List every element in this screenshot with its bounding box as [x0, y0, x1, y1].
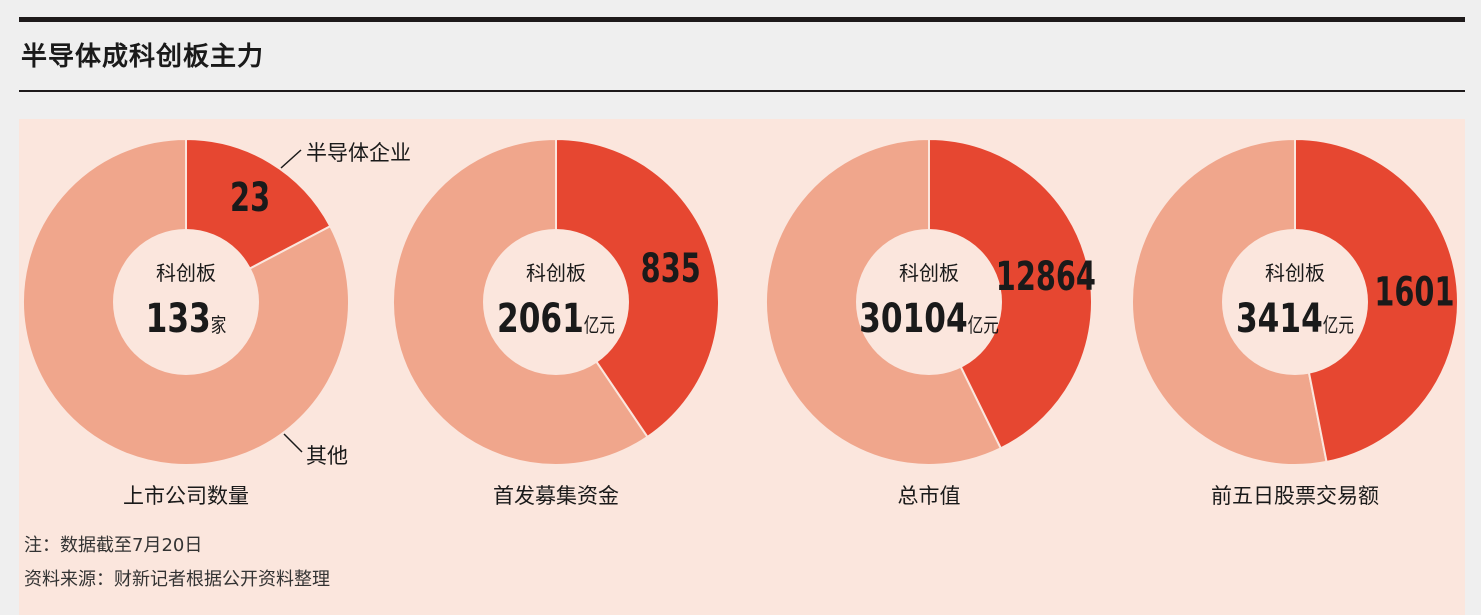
highlight-value-label: 1601	[1374, 270, 1454, 316]
page-title: 半导体成科创板主力	[21, 42, 265, 72]
callout-label-highlight: 半导体企业	[306, 141, 411, 165]
highlight-value-label: 12864	[996, 254, 1096, 300]
donut-hole	[856, 229, 1002, 375]
slice-highlight	[1294, 137, 1459, 464]
center-total: 30104亿元	[859, 296, 999, 342]
donut-hole	[1222, 229, 1368, 375]
slice-highlight	[555, 137, 720, 439]
chart-caption: 前五日股票交易额	[1211, 484, 1379, 508]
center-label: 科创板	[1265, 261, 1325, 285]
donut-hole	[113, 229, 259, 375]
callout-line-other	[283, 433, 303, 453]
highlight-value-label: 835	[641, 246, 701, 292]
center-total: 2061亿元	[497, 296, 615, 342]
center-label: 科创板	[156, 261, 216, 285]
top-rule	[19, 17, 1465, 22]
center-total: 133家	[146, 296, 227, 342]
center-label: 科创板	[899, 261, 959, 285]
callout-label-other: 其他	[306, 444, 348, 468]
footnote-date: 注：数据截至7月20日	[24, 535, 203, 556]
donut-hole	[483, 229, 629, 375]
title-rule	[19, 90, 1465, 92]
chart-caption: 总市值	[898, 484, 961, 508]
chart-caption: 上市公司数量	[123, 484, 249, 508]
highlight-value-label: 23	[230, 175, 270, 221]
center-total: 3414亿元	[1236, 296, 1354, 342]
slice-highlight	[928, 137, 1093, 450]
chart-caption: 首发募集资金	[493, 484, 619, 508]
center-label: 科创板	[526, 261, 586, 285]
callout-line-highlight	[280, 149, 302, 169]
footnote-source: 资料来源：财新记者根据公开资料整理	[24, 569, 330, 590]
